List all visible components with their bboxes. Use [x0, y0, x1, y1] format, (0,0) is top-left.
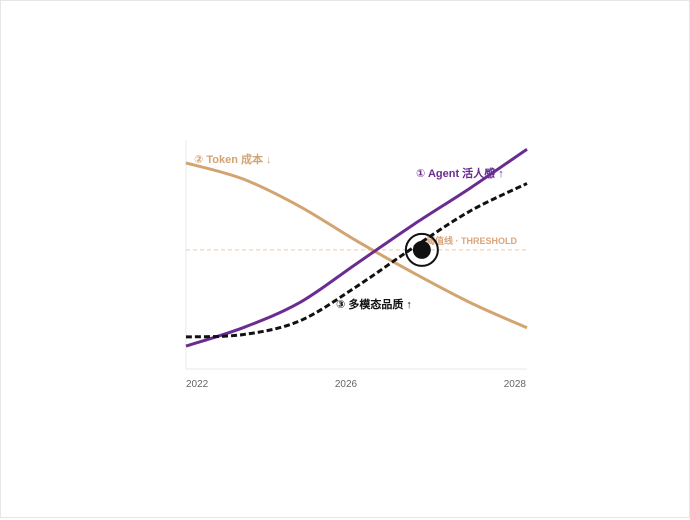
series-line-agent-liveliness	[185, 147, 528, 348]
series-line-multimodal-quality	[185, 182, 528, 339]
x-tick-label-2028: 2028	[504, 379, 527, 390]
series-label-token-cost: ② Token 成本 ↓	[194, 152, 272, 166]
series-line-token-cost	[185, 161, 528, 330]
x-tick-label-2026: 2026	[335, 379, 358, 390]
threshold-label: 阈值线 · THRESHOLD	[426, 235, 517, 246]
intersection-dot	[412, 240, 431, 259]
intersection-ring	[404, 232, 439, 267]
series-label-multimodal-quality: ③ 多模态品质 ↑	[336, 297, 412, 311]
x-tick-label-2022: 2022	[186, 379, 209, 390]
series-label-agent-liveliness: ① Agent 活人感 ↑	[416, 166, 504, 180]
